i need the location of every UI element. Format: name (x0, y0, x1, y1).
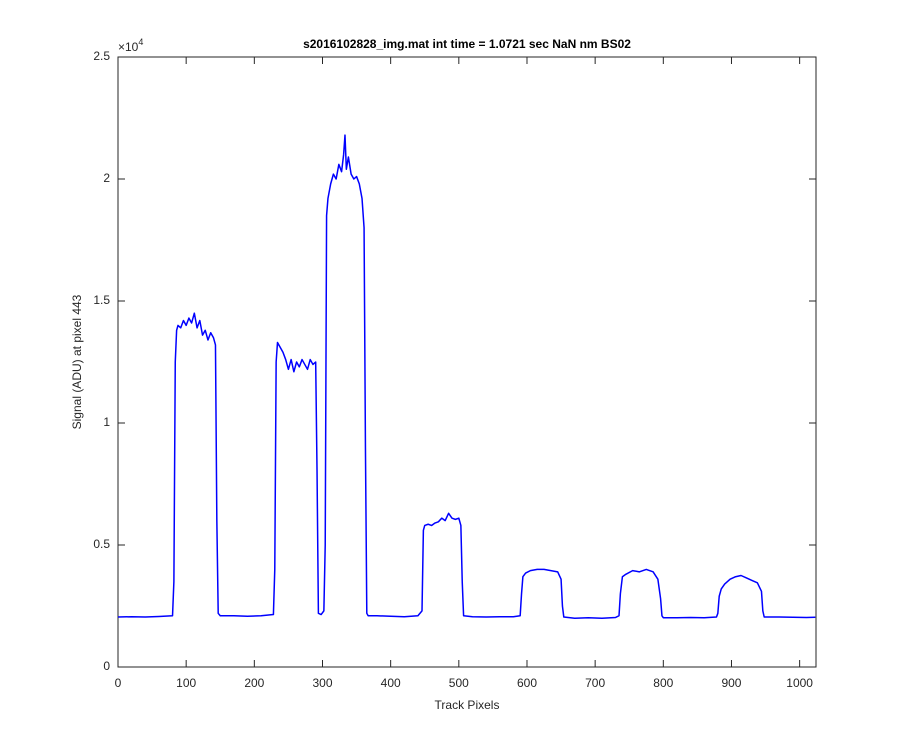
signal-line (117, 134, 816, 619)
y-tick-label: 1.5 (93, 293, 110, 307)
y-axis-label: Signal (ADU) at pixel 443 (70, 294, 84, 429)
x-tick-label: 100 (176, 676, 196, 690)
y-multiplier-base: ×10 (118, 40, 139, 54)
x-axis-label: Track Pixels (435, 698, 500, 712)
x-tick-label: 500 (449, 676, 469, 690)
x-tick-label: 300 (312, 676, 332, 690)
y-tick-label: 1 (103, 415, 110, 429)
y-multiplier: ×104 (118, 37, 143, 54)
x-tick-label: 600 (517, 676, 537, 690)
x-tick-label: 900 (721, 676, 741, 690)
x-tick-label: 1000 (786, 676, 813, 690)
y-tick-label: 2 (103, 171, 110, 185)
y-tick-label: 2.5 (93, 49, 110, 63)
x-tick-label: 400 (381, 676, 401, 690)
axes-box (117, 56, 817, 668)
y-tick-label: 0 (103, 659, 110, 673)
x-tick-label: 0 (115, 676, 122, 690)
y-multiplier-exponent: 4 (138, 37, 143, 47)
y-tick-label: 0.5 (93, 537, 110, 551)
x-tick-label: 800 (653, 676, 673, 690)
chart-title: s2016102828_img.mat int time = 1.0721 se… (303, 37, 631, 51)
x-tick-label: 700 (585, 676, 605, 690)
x-tick-label: 200 (244, 676, 264, 690)
